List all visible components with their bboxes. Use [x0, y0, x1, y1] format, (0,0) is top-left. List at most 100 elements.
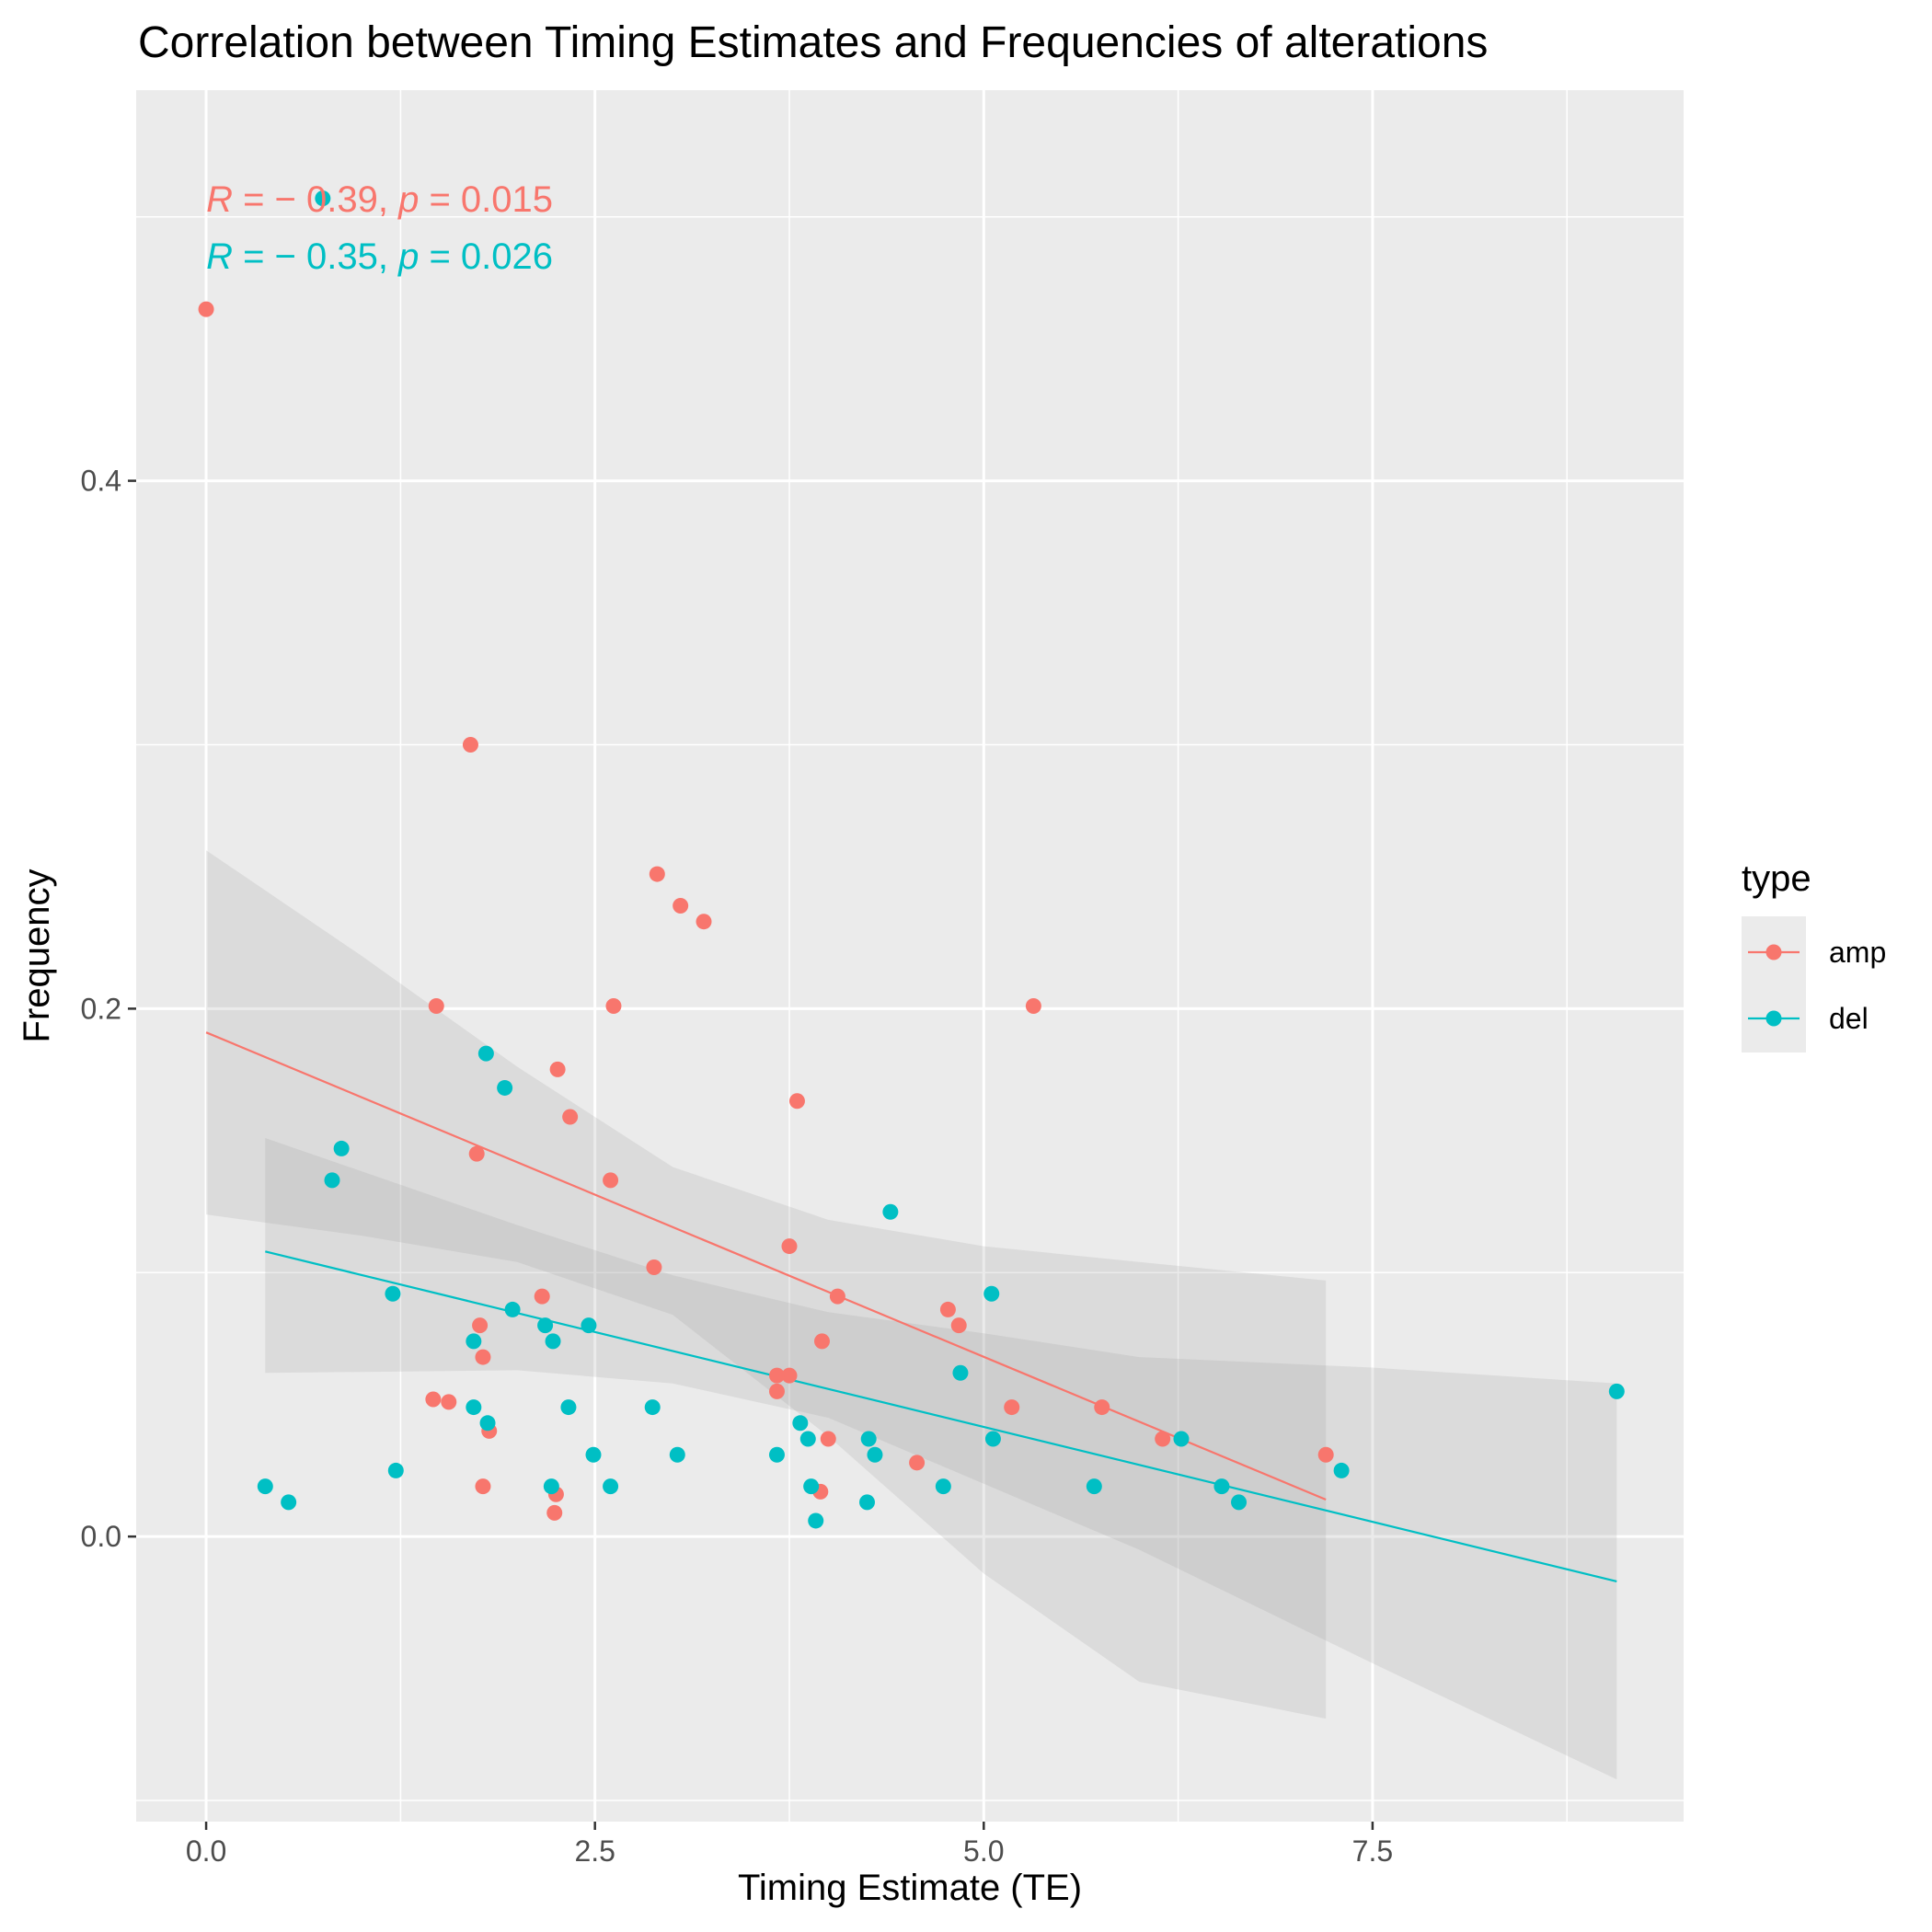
- data-point-amp: [813, 1333, 830, 1350]
- data-point-del: [385, 1285, 401, 1302]
- data-points: [198, 190, 1625, 1529]
- legend-key-point-del: [1765, 1010, 1782, 1027]
- data-point-del: [803, 1478, 820, 1495]
- legend-label-amp: amp: [1829, 936, 1886, 969]
- data-point-amp: [781, 1238, 798, 1255]
- legend-items: amp del: [1748, 936, 1886, 1035]
- data-point-del: [984, 1431, 1001, 1447]
- data-point-del: [315, 190, 331, 207]
- data-point-amp: [441, 1394, 457, 1410]
- data-point-amp: [428, 998, 444, 1015]
- data-point-del: [479, 1415, 496, 1432]
- data-point-amp: [475, 1478, 491, 1495]
- data-point-amp: [768, 1383, 785, 1399]
- data-point-amp: [468, 1145, 485, 1162]
- data-point-del: [585, 1446, 602, 1463]
- y-tick-label: 0.4: [81, 465, 121, 498]
- legend-key-point-amp: [1765, 944, 1782, 960]
- data-point-amp: [534, 1288, 550, 1305]
- confidence-band-del: [265, 1137, 1617, 1780]
- grid-major: [136, 90, 1684, 1822]
- annotation-part: = − 0.35,: [233, 236, 398, 277]
- data-point-del: [983, 1285, 1000, 1302]
- data-point-amp: [1317, 1446, 1334, 1463]
- y-axis-ticks: 0.0 0.2 0.4: [81, 465, 136, 1553]
- data-point-del: [324, 1172, 340, 1189]
- data-point-del: [543, 1478, 559, 1495]
- data-point-amp: [829, 1288, 845, 1305]
- data-point-amp: [768, 1367, 785, 1384]
- x-tick-label: 0.0: [186, 1834, 226, 1868]
- data-point-del: [935, 1478, 951, 1495]
- data-point-amp: [673, 897, 689, 914]
- data-point-del: [860, 1431, 877, 1447]
- data-point-amp: [939, 1301, 956, 1317]
- annotation-part: = 0.015: [419, 179, 553, 220]
- data-point-amp: [1004, 1399, 1020, 1416]
- data-point-amp: [472, 1317, 489, 1334]
- data-point-del: [1086, 1478, 1102, 1495]
- data-point-del: [1231, 1494, 1248, 1511]
- data-point-del: [792, 1415, 809, 1432]
- annotation-part: p: [397, 236, 419, 277]
- data-point-del: [466, 1399, 482, 1416]
- data-point-amp: [546, 1504, 563, 1521]
- confidence-band-amp: [206, 850, 1327, 1719]
- data-point-del: [1213, 1478, 1230, 1495]
- legend: type amp del: [1742, 858, 1886, 1052]
- data-point-del: [1333, 1462, 1350, 1478]
- data-point-del: [669, 1446, 685, 1463]
- data-point-del: [333, 1140, 350, 1156]
- legend-key-background: [1742, 916, 1806, 1052]
- data-point-del: [859, 1494, 876, 1511]
- x-axis-ticks: 0.0 2.5 5.0 7.5: [186, 1822, 1393, 1868]
- data-point-del: [882, 1203, 899, 1220]
- data-point-del: [545, 1333, 561, 1350]
- data-point-amp: [1155, 1431, 1171, 1447]
- y-tick-label: 0.2: [81, 992, 121, 1025]
- data-point-amp: [788, 1093, 805, 1110]
- y-tick-label: 0.0: [81, 1520, 121, 1553]
- data-point-amp: [781, 1367, 798, 1384]
- data-point-amp: [646, 1259, 662, 1276]
- data-point-del: [504, 1301, 521, 1317]
- x-axis-title: Timing Estimate (TE): [738, 1868, 1082, 1908]
- regression-line-amp: [205, 1031, 1327, 1501]
- data-point-amp: [198, 301, 214, 317]
- data-point-del: [477, 1045, 494, 1062]
- data-point-del: [644, 1399, 661, 1416]
- data-point-del: [537, 1317, 554, 1334]
- data-point-amp: [605, 998, 622, 1015]
- regression-lines: [205, 1031, 1617, 1582]
- correlation-annotations: R = − 0.39, p = 0.015 R = − 0.35, p = 0.0…: [206, 179, 553, 277]
- data-point-amp: [909, 1455, 926, 1471]
- chart-title: Correlation between Timing Estimates and…: [138, 18, 1488, 67]
- data-point-amp: [549, 1061, 566, 1077]
- data-point-del: [1608, 1383, 1625, 1399]
- data-point-amp: [425, 1391, 442, 1408]
- data-point-amp: [950, 1317, 967, 1334]
- x-tick-label: 7.5: [1352, 1834, 1393, 1868]
- data-point-del: [768, 1446, 785, 1463]
- data-point-amp: [696, 914, 712, 930]
- y-axis-title: Frequency: [17, 869, 57, 1043]
- data-point-amp: [603, 1172, 619, 1189]
- grid-minor: [136, 90, 1684, 1822]
- data-point-amp: [1094, 1399, 1110, 1416]
- correlation-annotation-amp: R = − 0.39, p = 0.015: [206, 179, 553, 220]
- data-point-del: [560, 1399, 577, 1416]
- data-point-del: [281, 1494, 297, 1511]
- data-point-del: [497, 1079, 513, 1096]
- correlation-annotation-del: R = − 0.35, p = 0.026: [206, 236, 553, 277]
- x-tick-label: 2.5: [574, 1834, 615, 1868]
- data-point-del: [387, 1462, 404, 1478]
- data-point-amp: [462, 736, 478, 753]
- annotation-part: p: [397, 179, 419, 220]
- data-point-del: [867, 1446, 883, 1463]
- data-point-amp: [562, 1109, 579, 1125]
- plot-panel: [136, 90, 1684, 1822]
- legend-title: type: [1742, 858, 1811, 899]
- confidence-bands: [206, 850, 1617, 1780]
- annotation-part: = 0.026: [419, 236, 553, 277]
- data-point-del: [1173, 1431, 1190, 1447]
